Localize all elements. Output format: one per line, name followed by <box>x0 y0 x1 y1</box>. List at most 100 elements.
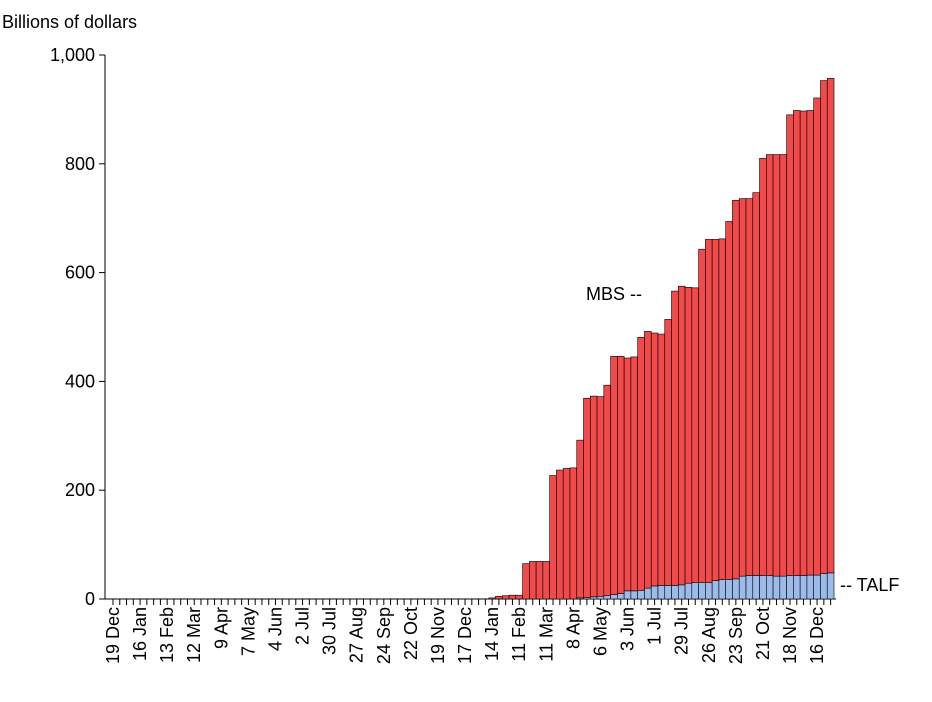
bar-segment <box>664 585 672 600</box>
bar-segment <box>705 239 713 583</box>
x-tick-label: 7 May <box>238 607 258 656</box>
bar-segment <box>725 579 733 600</box>
bar-segment <box>684 582 693 600</box>
bar-segment <box>630 590 638 600</box>
bar-segment <box>522 563 530 600</box>
bar-segment <box>657 333 666 586</box>
x-tick-label: 9 Apr <box>211 607 231 649</box>
bar-segment <box>793 110 801 576</box>
bar-segment <box>623 357 632 592</box>
bar-segment <box>623 590 632 600</box>
bar-segment <box>691 287 699 583</box>
bar-segment <box>671 290 679 586</box>
bar-segment <box>610 594 618 600</box>
bar-segment <box>684 286 693 584</box>
bar-segment <box>677 584 686 600</box>
y-tick-label: 200 <box>65 480 95 500</box>
bar-segment <box>637 589 645 600</box>
bar-segment <box>657 585 666 600</box>
x-tick-label: 16 Dec <box>807 607 827 664</box>
bar-segment <box>664 319 672 586</box>
bar-segment <box>772 154 781 577</box>
bar-segment <box>826 78 835 574</box>
bar-segment <box>820 80 828 574</box>
x-tick-label: 16 Jan <box>130 607 150 661</box>
bar-segment <box>738 575 747 600</box>
bar-segment <box>786 575 794 600</box>
bar-segment <box>589 395 598 598</box>
x-tick-label: 1 Jul <box>645 607 665 645</box>
bar-segment <box>718 579 726 600</box>
y-tick-label: 1,000 <box>50 45 95 65</box>
bar-segment <box>508 594 517 600</box>
x-tick-label: 13 Feb <box>157 607 177 663</box>
bar-segment <box>583 397 591 598</box>
x-tick-label: 30 Jul <box>320 607 340 655</box>
x-tick-label: 22 Oct <box>401 607 421 660</box>
x-tick-label: 26 Aug <box>699 607 719 663</box>
x-tick-label: 24 Sep <box>374 607 394 664</box>
y-tick-label: 800 <box>65 154 95 174</box>
x-tick-label: 2 Jul <box>293 607 313 645</box>
y-tick-label: 400 <box>65 371 95 391</box>
bar-segment <box>650 585 659 600</box>
bar-segment <box>650 332 659 587</box>
bar-segment <box>562 468 571 600</box>
x-tick-label: 18 Nov <box>780 607 800 664</box>
bar-segment <box>786 114 794 576</box>
bar-segment <box>698 248 706 583</box>
bar-segment <box>529 561 537 600</box>
bar-segment <box>698 582 706 600</box>
bar-segment <box>772 575 781 600</box>
bar-segment <box>637 337 645 591</box>
bar-segment <box>677 285 686 586</box>
x-tick-label: 27 Aug <box>347 607 367 663</box>
bar-segment <box>711 239 720 581</box>
bar-segment <box>617 356 625 594</box>
x-tick-label: 17 Dec <box>455 607 475 664</box>
x-tick-label: 19 Nov <box>428 607 448 664</box>
x-tick-label: 3 Jun <box>618 607 638 651</box>
bar-segment <box>745 575 754 600</box>
x-tick-label: 21 Oct <box>753 607 773 660</box>
bar-segment <box>495 595 503 600</box>
bar-segment <box>759 158 767 576</box>
bar-segment <box>766 575 774 600</box>
bar-segment <box>732 578 740 600</box>
x-tick-label: 11 Feb <box>509 607 529 662</box>
bar-segment <box>488 597 496 600</box>
bar-segment <box>617 593 625 600</box>
bar-segment <box>752 192 760 576</box>
bar-segment <box>596 595 605 600</box>
bar-segment <box>603 384 611 597</box>
bar-segment <box>826 572 835 600</box>
bar-segment <box>718 238 726 580</box>
bar-segment <box>711 580 720 600</box>
bar-segment <box>671 585 679 600</box>
bar-segment <box>705 582 713 600</box>
bar-segment <box>576 439 584 599</box>
bar-segment <box>644 331 652 589</box>
x-tick-label: 8 Apr <box>563 607 583 649</box>
bar-segment <box>820 573 828 600</box>
bar-segment <box>501 595 510 600</box>
bar-segment <box>556 469 564 600</box>
bar-segment <box>725 221 733 580</box>
x-tick-label: 4 Jun <box>265 607 285 651</box>
bar-segment <box>745 198 754 576</box>
bar-segment <box>535 561 544 600</box>
bar-segment <box>732 199 740 580</box>
y-tick-label: 0 <box>85 589 95 609</box>
bar-segment <box>603 595 611 600</box>
annotation-mbs: MBS -- <box>586 284 642 304</box>
bar-segment <box>630 356 638 592</box>
x-tick-label: 23 Sep <box>726 607 746 664</box>
bar-segment <box>759 575 767 600</box>
x-tick-label: 6 May <box>590 607 610 656</box>
bar-segment <box>779 575 787 600</box>
bar-segment <box>799 110 808 576</box>
bar-segment <box>752 575 760 600</box>
bar-segment <box>813 574 821 600</box>
bar-segment <box>766 154 774 576</box>
